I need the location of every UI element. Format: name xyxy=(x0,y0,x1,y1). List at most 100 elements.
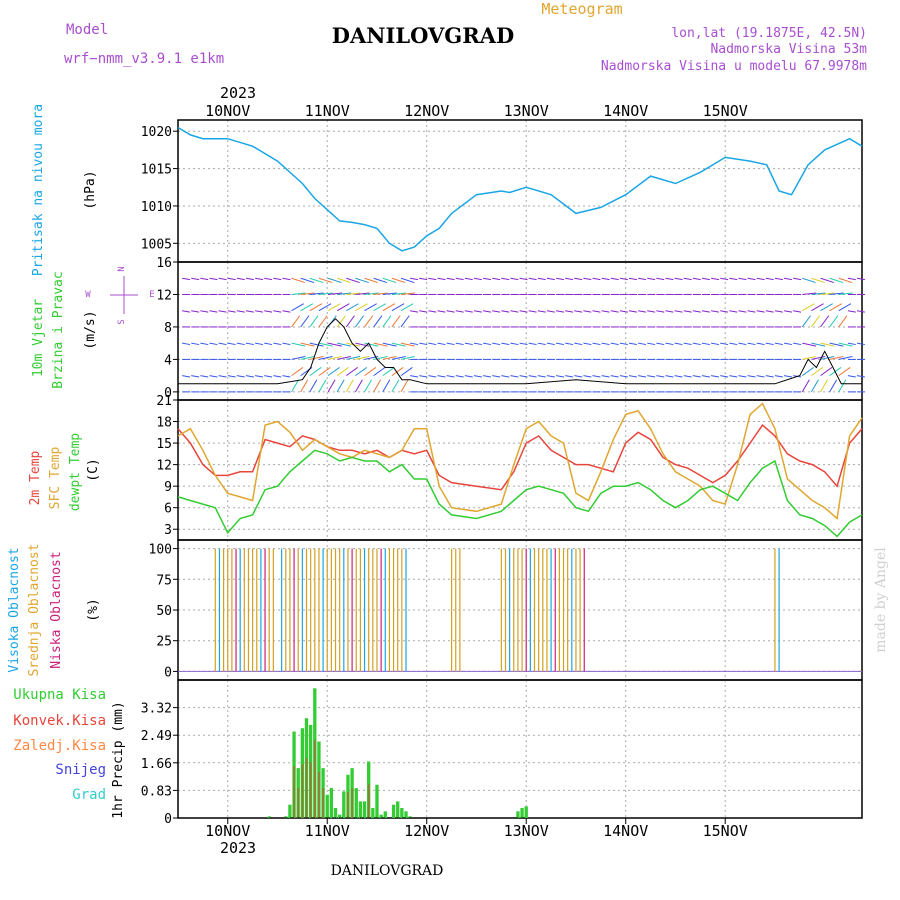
wind-arrow xyxy=(309,292,324,295)
wind-arrow xyxy=(355,292,370,295)
wind-arrow xyxy=(774,375,783,378)
legend-convective: Konvek.Kisa xyxy=(13,713,106,729)
wind-arrow xyxy=(483,310,492,313)
wind-arrow xyxy=(656,375,665,378)
precip-bar xyxy=(524,806,528,818)
wind-arrow xyxy=(300,379,309,393)
wind-arrow xyxy=(847,310,856,313)
wind-arrow xyxy=(309,303,323,312)
temp-ylabel-dewpt: dewpt Temp xyxy=(68,433,83,511)
wind-arrow xyxy=(565,375,574,378)
wind-arrow xyxy=(537,342,546,346)
wind-arrow xyxy=(546,342,555,346)
lonlat-text: lon,lat (19.1875E, 42.5N) xyxy=(671,26,867,41)
wind-arrow xyxy=(829,277,844,284)
wind-arrow xyxy=(565,342,574,346)
y-tick-label: 15 xyxy=(156,437,172,452)
wind-arrow xyxy=(373,303,387,312)
wind-arrow xyxy=(847,342,856,346)
wind-arrow xyxy=(483,375,492,378)
wind-arrow xyxy=(701,310,710,313)
wind-arrow xyxy=(601,277,610,281)
wind-arrow xyxy=(537,277,546,281)
wind-arrow xyxy=(628,310,637,313)
y-tick-label: 1005 xyxy=(141,237,172,252)
wind-arrow xyxy=(665,375,674,378)
y-tick-label: 100 xyxy=(149,543,172,558)
wind-arrow xyxy=(829,356,844,360)
wind-arrow xyxy=(245,342,254,346)
wind-panel: 0 4 8 12 16 xyxy=(156,256,866,401)
wind-arrow xyxy=(327,303,341,312)
wind-arrow xyxy=(647,342,656,346)
wind-arrow xyxy=(820,356,835,360)
precip-bar xyxy=(284,816,288,818)
wind-arrow xyxy=(391,342,406,347)
wind-arrow xyxy=(619,342,628,346)
wind-arrow xyxy=(801,315,811,328)
wind-arrow xyxy=(391,356,406,360)
wind-arrow xyxy=(720,342,729,346)
wind-arrow xyxy=(410,310,419,313)
y-tick-label: 2.49 xyxy=(141,729,172,744)
wind-arrow xyxy=(428,375,437,378)
x-label-top: 15NOV xyxy=(703,102,748,120)
cloud-ylabel-low: Niska Oblacnost xyxy=(49,551,64,668)
wind-arrow xyxy=(829,292,844,295)
wind-arrow xyxy=(355,315,365,328)
wind-arrow xyxy=(683,375,692,378)
wind-arrow xyxy=(382,303,396,312)
wind-arrow xyxy=(811,342,826,347)
temp-ylabel-2m: 2m Temp xyxy=(28,450,43,505)
wind-arrow xyxy=(273,310,282,313)
wind-arrow xyxy=(273,342,282,346)
wind-arrow xyxy=(291,315,301,328)
wind-arrow xyxy=(610,310,619,313)
wind-arrow xyxy=(410,375,419,378)
wind-arrow xyxy=(574,277,583,281)
wind-arrow xyxy=(838,379,847,393)
wind-arrow xyxy=(701,342,710,346)
convective-precip-bar xyxy=(305,758,308,818)
wind-arrow xyxy=(264,342,273,346)
wind-arrow xyxy=(647,310,656,313)
wind-arrow xyxy=(683,310,692,313)
wind-arrow xyxy=(610,375,619,378)
wind-arrow xyxy=(318,379,327,393)
wind-arrow xyxy=(354,379,363,393)
precip-bar xyxy=(400,808,404,818)
wind-arrow xyxy=(309,277,324,284)
wind-arrow xyxy=(182,375,191,378)
wind-arrow xyxy=(227,310,236,313)
wind-arrow xyxy=(273,277,282,281)
wind-arrow xyxy=(346,277,360,284)
y-tick-label: 3.32 xyxy=(141,702,172,717)
wind-arrow xyxy=(619,310,628,313)
wind-arrow xyxy=(337,342,351,347)
y-tick-label: 0 xyxy=(164,386,172,401)
wind-arrow xyxy=(711,277,720,281)
wind-arrow xyxy=(373,315,383,328)
wind-arrow xyxy=(464,375,473,378)
temp-sfc-line xyxy=(177,402,863,520)
wind-arrow xyxy=(191,342,200,346)
wind-arrow xyxy=(428,277,437,281)
wind-arrow xyxy=(345,379,354,393)
wind-arrow xyxy=(774,277,783,281)
x-label-top: 14NOV xyxy=(603,102,648,120)
convective-precip-bar xyxy=(309,762,312,818)
wind-arrow xyxy=(382,356,397,360)
wind-arrow xyxy=(811,303,824,312)
x-label-top: 12NOV xyxy=(404,102,449,120)
y-tick-label: 8 xyxy=(164,321,172,336)
wind-arrow xyxy=(802,342,817,347)
y-tick-label: 1.66 xyxy=(141,757,172,772)
convective-precip-bar xyxy=(313,740,316,818)
wind-arrow xyxy=(802,292,817,295)
wind-arrow xyxy=(829,315,839,328)
wind-arrow xyxy=(309,315,319,328)
wind-arrow xyxy=(318,277,333,284)
wind-arrow xyxy=(847,277,856,281)
wind-arrow xyxy=(473,277,482,281)
